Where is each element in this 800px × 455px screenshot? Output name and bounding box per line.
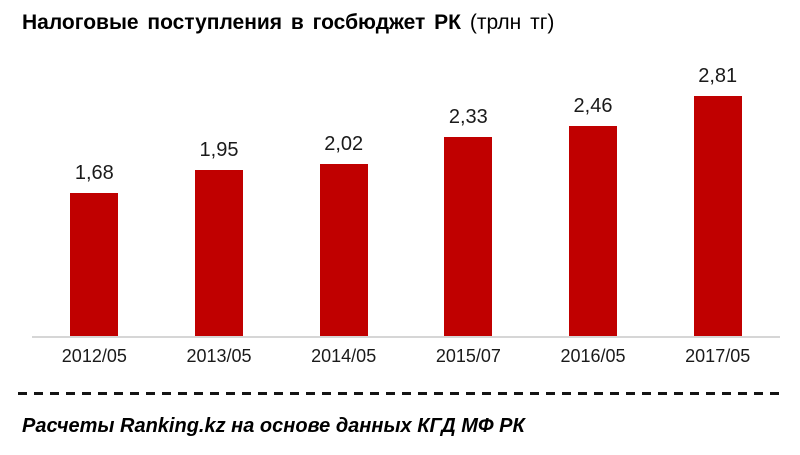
value-label: 2,33 [448, 106, 488, 128]
chart-title-unit: (трлн тг) [469, 11, 555, 34]
x-tick-label: 2013/05 [186, 346, 252, 366]
bar [693, 96, 742, 336]
x-axis-line [32, 336, 780, 338]
bar [319, 164, 368, 336]
x-tick-label: 2015/07 [435, 346, 501, 366]
bar-chart: 1,68 1,95 2,02 2,33 2,46 2,81 [32, 65, 780, 336]
value-label: 2,81 [698, 65, 738, 87]
bar-column: 1,68 [32, 80, 157, 336]
value-label: 1,95 [199, 139, 239, 161]
bar [569, 126, 618, 336]
dashed-divider [18, 392, 786, 395]
chart-title-text: Налоговые поступления в госбюджет РК [22, 11, 461, 34]
chart-title: Налоговые поступления в госбюджет РК (тр… [22, 10, 554, 36]
bar [444, 137, 493, 336]
bar-column: 2,81 [655, 65, 780, 336]
x-axis-ticks: 2012/05 2013/05 2014/05 2015/07 2016/05 2017/… [32, 346, 780, 367]
x-tick-label: 2017/05 [685, 346, 751, 366]
value-label: 1,68 [74, 162, 114, 184]
value-label: 2,02 [324, 133, 364, 155]
x-tick-label: 2016/05 [560, 346, 626, 366]
bar-column: 2,02 [281, 80, 406, 336]
bar-column: 1,95 [157, 80, 282, 336]
value-label: 2,46 [573, 95, 613, 117]
bar [195, 170, 243, 336]
x-tick-label: 2012/05 [61, 346, 127, 366]
source-note: Расчеты Ranking.kz на основе данных КГД … [22, 415, 525, 437]
bar-column: 2,33 [406, 80, 531, 336]
bar-column: 2,46 [531, 80, 656, 336]
bar [70, 193, 119, 336]
x-tick-label: 2014/05 [311, 346, 377, 366]
